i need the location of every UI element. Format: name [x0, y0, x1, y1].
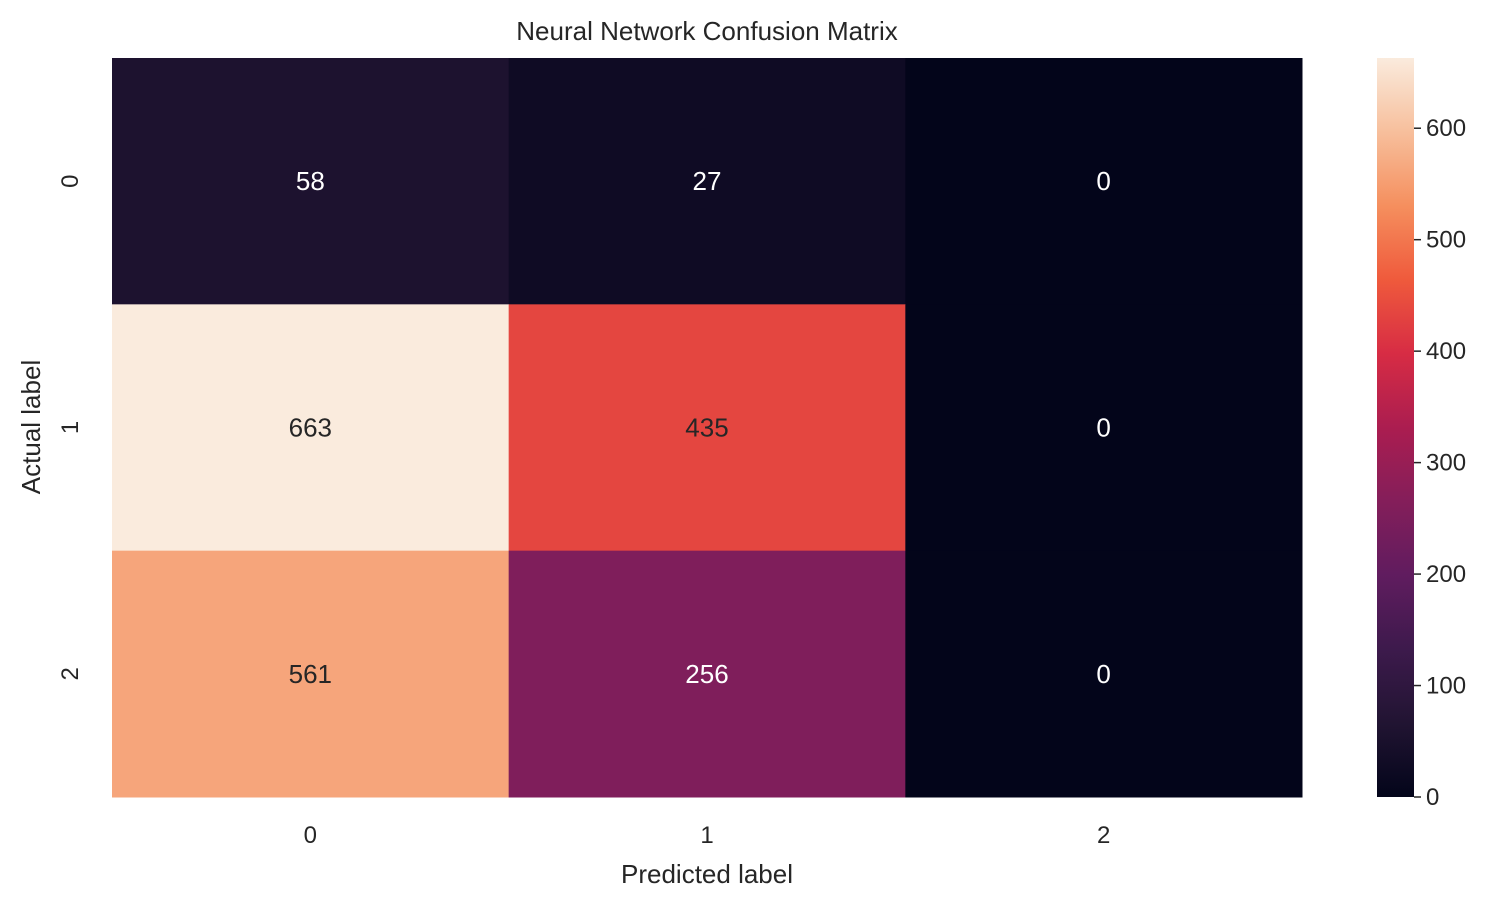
y-tick-label: 2 — [57, 667, 84, 680]
heatmap-cell — [508, 58, 906, 305]
cell-value-label: 561 — [289, 659, 332, 689]
colorbar-tick-label: 100 — [1426, 673, 1466, 700]
colorbar-tick-label: 500 — [1426, 227, 1466, 254]
cell-value-label: 663 — [289, 413, 332, 443]
heatmap-cell — [112, 58, 510, 305]
y-axis-label: Actual label — [16, 360, 46, 494]
colorbar-tick-label: 300 — [1426, 450, 1466, 477]
colorbar-tick-label: 200 — [1426, 561, 1466, 588]
x-axis-label: Predicted label — [621, 859, 793, 889]
cell-value-label: 0 — [1096, 166, 1110, 196]
heatmap-cell — [905, 304, 1303, 552]
heatmap-cell — [112, 550, 510, 798]
cell-value-label: 27 — [693, 166, 722, 196]
x-axis-ticks: 0 1 2 — [304, 822, 1111, 849]
colorbar-tick-label: 0 — [1426, 784, 1439, 811]
y-tick-label: 0 — [57, 174, 84, 187]
cell-value-label: 0 — [1096, 413, 1110, 443]
heatmap-cell — [508, 550, 906, 798]
colorbar — [1377, 58, 1414, 797]
heatmap-cell — [112, 304, 510, 552]
y-tick-label: 1 — [57, 421, 84, 434]
x-tick-label: 0 — [304, 822, 317, 849]
heatmap-cell — [508, 304, 906, 552]
y-axis-ticks: 0 1 2 — [57, 174, 84, 680]
colorbar-tick-label: 400 — [1426, 338, 1466, 365]
x-tick-label: 1 — [700, 822, 713, 849]
colorbar-tick-label: 600 — [1426, 115, 1466, 142]
x-tick-label: 2 — [1097, 822, 1110, 849]
cell-value-label: 0 — [1096, 659, 1110, 689]
heatmap-cell — [905, 58, 1303, 305]
cell-value-label: 256 — [685, 659, 728, 689]
cell-value-label: 58 — [296, 166, 325, 196]
heatmap-cells — [112, 58, 1303, 798]
heatmap-cell — [905, 550, 1303, 798]
chart-title: Neural Network Confusion Matrix — [516, 16, 897, 46]
colorbar-ticks: 0 100 200 300 400 500 600 — [1414, 115, 1466, 811]
cell-annotations: 58 27 0 663 435 0 561 256 0 — [289, 166, 1111, 689]
cell-value-label: 435 — [685, 413, 728, 443]
